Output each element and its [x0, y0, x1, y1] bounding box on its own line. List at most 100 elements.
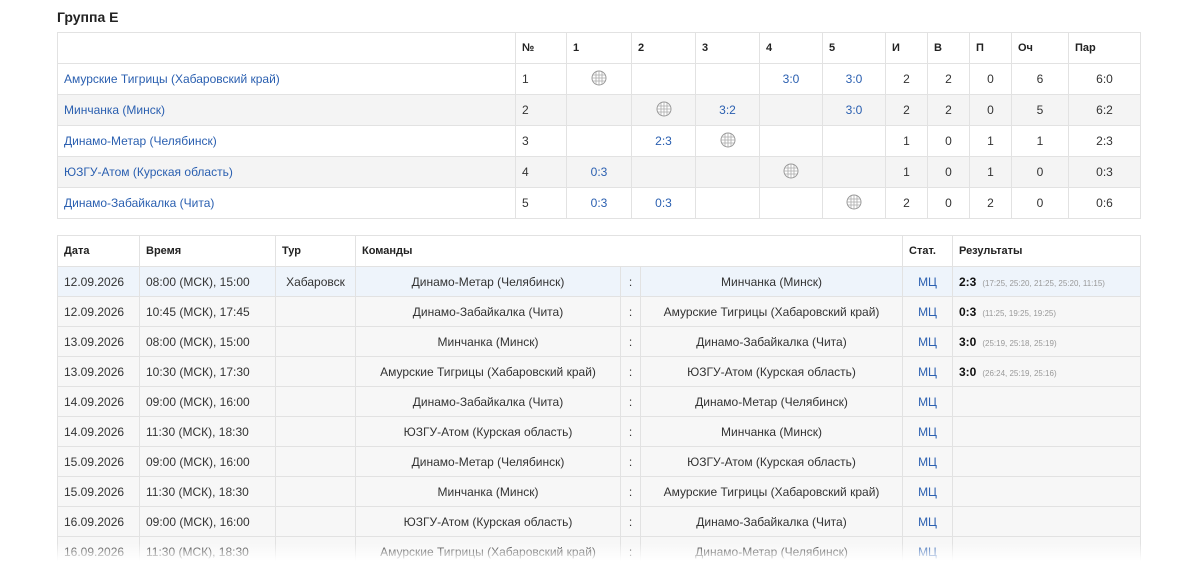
- separator: :: [620, 326, 641, 357]
- match-time: 08:00 (МСК), 15:00: [139, 266, 276, 297]
- stat-link[interactable]: МЦ: [902, 296, 953, 327]
- result: 3:0 (25:19, 25:18, 25:19): [952, 326, 1141, 357]
- away-team: Динамо-Метар (Челябинск): [640, 386, 903, 417]
- header-cell: 1: [566, 32, 632, 64]
- header-cell: Стат.: [902, 235, 953, 267]
- stat-link[interactable]: МЦ: [902, 446, 953, 477]
- stat-link[interactable]: МЦ: [902, 356, 953, 387]
- team-link[interactable]: Минчанка (Минск): [57, 94, 516, 126]
- match-time: 09:00 (МСК), 16:00: [139, 506, 276, 537]
- stat-won: 0: [927, 125, 970, 157]
- match-date: 14.09.2026: [57, 386, 140, 417]
- home-team: Динамо-Метар (Челябинск): [355, 266, 621, 297]
- match-date: 12.09.2026: [57, 296, 140, 327]
- match-date: 15.09.2026: [57, 446, 140, 477]
- result-cell[interactable]: 3:0: [759, 63, 823, 95]
- team-number: 3: [515, 125, 567, 157]
- home-team: ЮЗГУ-Атом (Курская область): [355, 416, 621, 447]
- match-time: 11:30 (МСК), 18:30: [139, 416, 276, 447]
- team-link[interactable]: Динамо-Метар (Челябинск): [57, 125, 516, 157]
- result-cell: [822, 156, 886, 188]
- set-scores: (11:25, 19:25, 19:25): [982, 308, 1057, 318]
- match-tour: [275, 506, 356, 537]
- stat-sets: 2:3: [1068, 125, 1141, 157]
- standings-table: № 1 2 3 4 5 И В П Оч Пар Амурские Тигрицы (Хабаров…: [57, 32, 1141, 219]
- match-date: 15.09.2026: [57, 476, 140, 507]
- match-date: 12.09.2026: [57, 266, 140, 297]
- stat-points: 6: [1011, 63, 1069, 95]
- stat-link[interactable]: МЦ: [902, 476, 953, 507]
- header-cell: Команды: [355, 235, 903, 267]
- result-cell[interactable]: 0:3: [631, 187, 696, 219]
- home-team: Минчанка (Минск): [355, 476, 621, 507]
- result-cell[interactable]: 3:0: [822, 63, 886, 95]
- separator: :: [620, 386, 641, 417]
- separator: :: [620, 446, 641, 477]
- match-date: 13.09.2026: [57, 326, 140, 357]
- team-link[interactable]: Динамо-Забайкалка (Чита): [57, 187, 516, 219]
- match-time: 10:30 (МСК), 17:30: [139, 356, 276, 387]
- match-time: 09:00 (МСК), 16:00: [139, 386, 276, 417]
- match-time: 11:30 (МСК), 18:30: [139, 476, 276, 507]
- home-team: Динамо-Забайкалка (Чита): [355, 296, 621, 327]
- set-scores: (26:24, 25:19, 25:16): [982, 368, 1057, 378]
- stat-sets: 0:6: [1068, 187, 1141, 219]
- match-score: 2:3: [959, 274, 977, 289]
- match-tour: [275, 296, 356, 327]
- result-cell: [822, 125, 886, 157]
- header-cell: П: [969, 32, 1012, 64]
- stat-link[interactable]: МЦ: [902, 266, 953, 297]
- team-number: 1: [515, 63, 567, 95]
- match-tour: [275, 386, 356, 417]
- stat-link[interactable]: МЦ: [902, 506, 953, 537]
- stat-link[interactable]: МЦ: [902, 326, 953, 357]
- separator: :: [620, 476, 641, 507]
- header-cell: Время: [139, 235, 276, 267]
- home-team: Минчанка (Минск): [355, 326, 621, 357]
- result-cell: [631, 156, 696, 188]
- match-row: 13.09.2026 10:30 (МСК), 17:30 Амурские Тиг…: [57, 356, 1141, 387]
- standings-row: Динамо-Метар (Челябинск) 3 2:3 1 0 1 1 2:3: [57, 125, 1141, 157]
- ball-icon: [846, 194, 862, 209]
- team-link[interactable]: Амурские Тигрицы (Хабаровский край): [57, 63, 516, 95]
- standings-row: Минчанка (Минск) 2 3:2 3:0 2 2 0 5 6:2: [57, 94, 1141, 126]
- match-score: 0:3: [959, 304, 977, 319]
- result-cell: [695, 156, 760, 188]
- stat-sets: 6:2: [1068, 94, 1141, 126]
- result-cell: [566, 63, 632, 95]
- team-link[interactable]: ЮЗГУ-Атом (Курская область): [57, 156, 516, 188]
- stat-played: 2: [885, 187, 928, 219]
- result-cell[interactable]: 3:2: [695, 94, 760, 126]
- stat-played: 2: [885, 94, 928, 126]
- header-cell: Дата: [57, 235, 140, 267]
- header-cell: №: [515, 32, 567, 64]
- stat-link[interactable]: МЦ: [902, 416, 953, 447]
- header-cell: 2: [631, 32, 696, 64]
- stat-points: 5: [1011, 94, 1069, 126]
- result-cell[interactable]: 0:3: [566, 187, 632, 219]
- result-cell[interactable]: 0:3: [566, 156, 632, 188]
- header-cell: И: [885, 32, 928, 64]
- group-title: Группа Е: [57, 9, 119, 25]
- match-row: 15.09.2026 09:00 (МСК), 16:00 Динамо-Метар…: [57, 446, 1141, 477]
- away-team: Амурские Тигрицы (Хабаровский край): [640, 296, 903, 327]
- result-cell[interactable]: 2:3: [631, 125, 696, 157]
- result-cell: [631, 63, 696, 95]
- header-cell: 4: [759, 32, 823, 64]
- matches-table: Дата Время Тур Команды Стат. Результаты 12.09…: [57, 235, 1141, 561]
- match-date: 14.09.2026: [57, 416, 140, 447]
- match-tour: [275, 416, 356, 447]
- match-score: 3:0: [959, 334, 977, 349]
- result-cell[interactable]: 3:0: [822, 94, 886, 126]
- stat-points: 0: [1011, 187, 1069, 219]
- stat-link[interactable]: МЦ: [902, 386, 953, 417]
- set-scores: (25:19, 25:18, 25:19): [982, 338, 1057, 348]
- match-row: 13.09.2026 08:00 (МСК), 15:00 Минчанка (Ми…: [57, 326, 1141, 357]
- match-row: 14.09.2026 09:00 (МСК), 16:00 Динамо-Забай…: [57, 386, 1141, 417]
- away-team: Минчанка (Минск): [640, 416, 903, 447]
- result: 0:3 (11:25, 19:25, 19:25): [952, 296, 1141, 327]
- home-team: Амурские Тигрицы (Хабаровский край): [355, 356, 621, 387]
- match-tour: [275, 356, 356, 387]
- match-row: 15.09.2026 11:30 (МСК), 18:30 Минчанка (Ми…: [57, 476, 1141, 507]
- result: [952, 416, 1141, 447]
